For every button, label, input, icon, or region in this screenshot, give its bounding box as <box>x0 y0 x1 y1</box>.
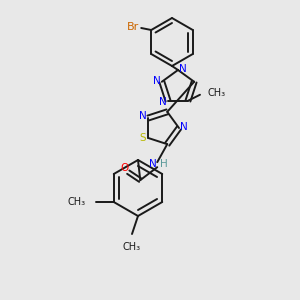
Text: N: N <box>179 64 187 74</box>
Text: N: N <box>153 76 161 86</box>
Text: N: N <box>159 97 167 107</box>
Text: H: H <box>160 159 168 169</box>
Text: O: O <box>120 163 128 173</box>
Text: CH₃: CH₃ <box>123 242 141 252</box>
Text: N: N <box>149 159 157 169</box>
Text: CH₃: CH₃ <box>208 88 226 98</box>
Text: CH₃: CH₃ <box>68 197 86 207</box>
Text: Br: Br <box>127 22 139 32</box>
Text: N: N <box>180 122 188 132</box>
Text: S: S <box>139 133 146 143</box>
Text: N: N <box>140 111 147 121</box>
